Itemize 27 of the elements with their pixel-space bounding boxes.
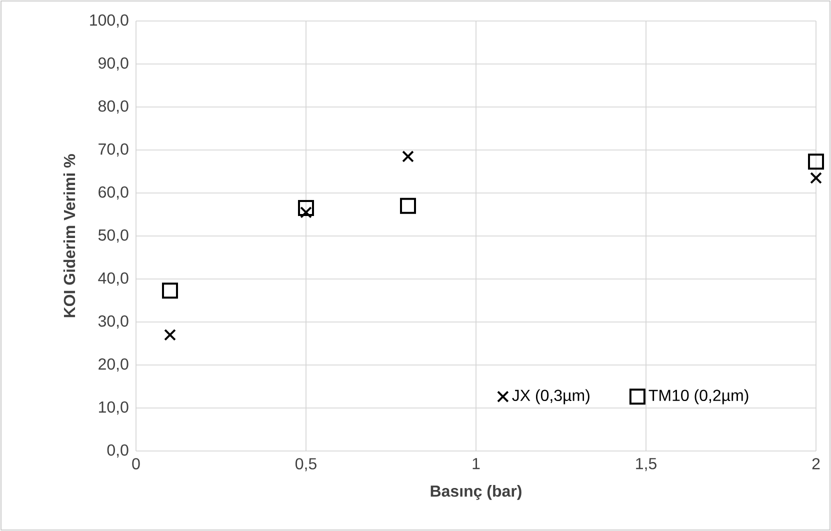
y-tick-label: 40,0 (98, 272, 128, 286)
legend-label: TM10 (0,2µm) (648, 389, 748, 404)
point (298, 200, 314, 216)
x-tick-label: 1 (472, 458, 480, 470)
y-tick-label: 80,0 (98, 100, 128, 114)
point (810, 172, 822, 184)
y-tick-label: 60,0 (98, 186, 128, 200)
point (400, 198, 416, 214)
y-tick-label: 10,0 (99, 401, 128, 415)
x-tick-label: 0 (132, 458, 140, 470)
point (808, 154, 824, 170)
point (164, 328, 176, 341)
y-tick-label: 30,0 (98, 315, 128, 329)
y-tick-label: 100,0 (90, 14, 128, 28)
x-tick-label: 1,5 (636, 458, 656, 472)
y-tick-label: 70,0 (98, 143, 128, 157)
y-tick-label: 90,0 (98, 57, 128, 71)
point (162, 282, 178, 299)
y-tick-label: 0,0 (107, 444, 128, 458)
y-tick-label: 50,0 (98, 229, 128, 243)
x-tick-label: 0,5 (296, 458, 316, 472)
x-tick-label: 2 (812, 458, 820, 470)
x-axis-title: Basınç (bar) (430, 485, 522, 500)
point (402, 150, 414, 162)
y-tick-label: 20,0 (98, 358, 128, 372)
legend-label: JX (0,3µm) (512, 389, 590, 404)
y-axis-title: KOI Giderim Verimi % (63, 154, 76, 318)
